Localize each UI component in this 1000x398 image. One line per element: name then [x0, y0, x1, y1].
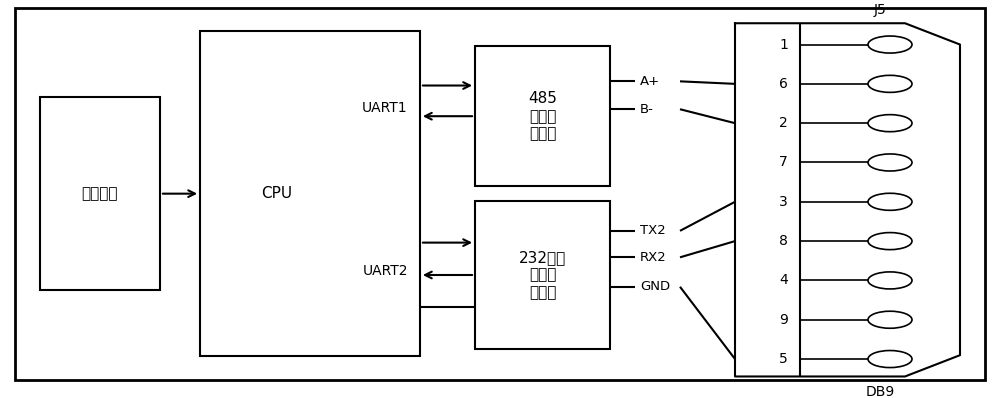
Circle shape: [868, 154, 912, 171]
Bar: [475, 47, 610, 186]
Bar: [200, 31, 420, 356]
Text: CPU: CPU: [261, 186, 293, 201]
Text: RX2: RX2: [640, 251, 667, 264]
Text: UART2: UART2: [362, 264, 408, 278]
Text: J5: J5: [874, 3, 886, 17]
Text: A+: A+: [640, 75, 660, 88]
Text: 232串口
电平转
换模块: 232串口 电平转 换模块: [519, 250, 566, 300]
Bar: [475, 201, 610, 349]
Circle shape: [868, 36, 912, 53]
Text: 7: 7: [779, 156, 788, 170]
Circle shape: [868, 351, 912, 368]
Text: 4: 4: [779, 273, 788, 287]
Text: GND: GND: [640, 280, 670, 293]
Text: 3: 3: [779, 195, 788, 209]
Text: 1: 1: [779, 37, 788, 52]
Text: 485
电平转
换模块: 485 电平转 换模块: [528, 91, 557, 141]
Circle shape: [868, 272, 912, 289]
Text: 8: 8: [779, 234, 788, 248]
Circle shape: [868, 75, 912, 92]
Text: 6: 6: [779, 77, 788, 91]
Text: UART1: UART1: [362, 101, 408, 115]
Circle shape: [868, 193, 912, 210]
Text: TX2: TX2: [640, 224, 666, 237]
Bar: [40, 97, 160, 291]
Text: 5: 5: [779, 352, 788, 366]
Text: 2: 2: [779, 116, 788, 130]
Circle shape: [868, 115, 912, 132]
Text: 电源模块: 电源模块: [82, 186, 118, 201]
Text: DB9: DB9: [865, 385, 895, 398]
Circle shape: [868, 232, 912, 250]
Text: B-: B-: [640, 103, 654, 116]
Text: 9: 9: [779, 313, 788, 327]
Circle shape: [868, 311, 912, 328]
